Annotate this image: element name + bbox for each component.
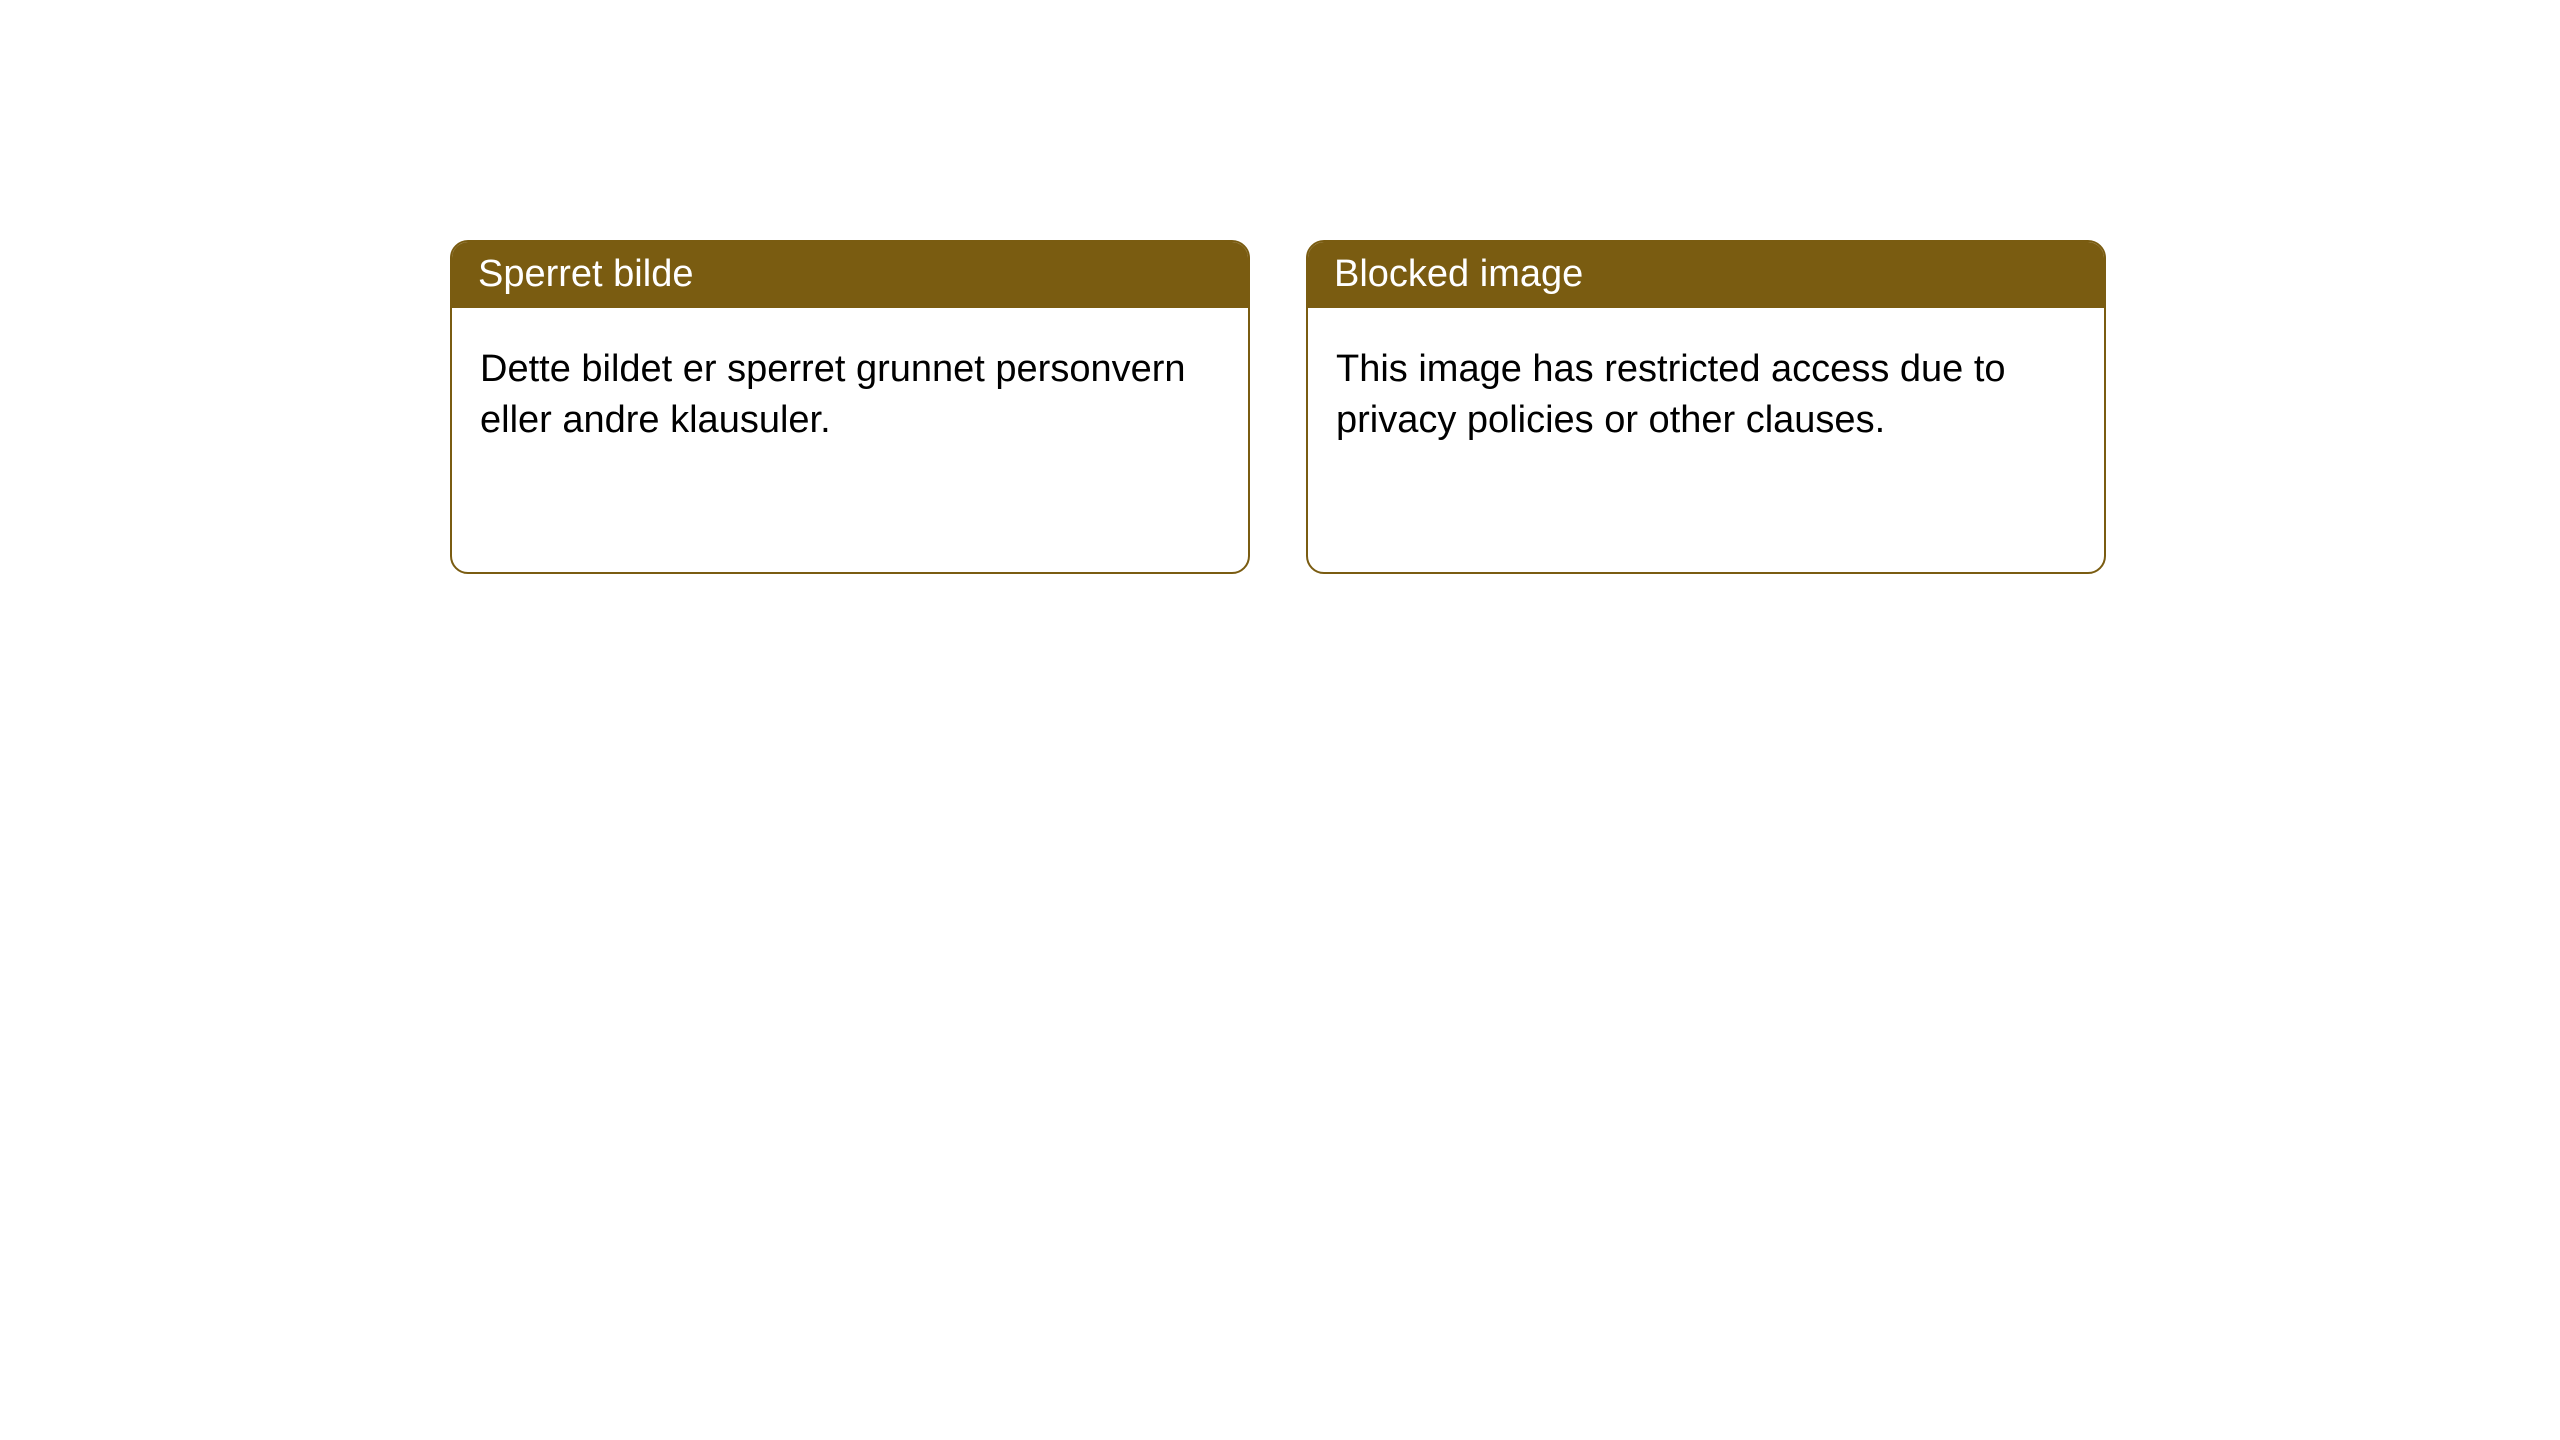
notice-header: Blocked image bbox=[1308, 242, 2104, 308]
notice-header: Sperret bilde bbox=[452, 242, 1248, 308]
notice-card-norwegian: Sperret bilde Dette bildet er sperret gr… bbox=[450, 240, 1250, 574]
notice-card-english: Blocked image This image has restricted … bbox=[1306, 240, 2106, 574]
notice-body: Dette bildet er sperret grunnet personve… bbox=[452, 308, 1248, 483]
notice-body: This image has restricted access due to … bbox=[1308, 308, 2104, 483]
notice-message: This image has restricted access due to … bbox=[1336, 348, 2006, 441]
notice-message: Dette bildet er sperret grunnet personve… bbox=[480, 348, 1186, 441]
notice-title: Blocked image bbox=[1334, 253, 1583, 295]
notice-title: Sperret bilde bbox=[478, 253, 693, 295]
notice-container: Sperret bilde Dette bildet er sperret gr… bbox=[0, 0, 2560, 574]
